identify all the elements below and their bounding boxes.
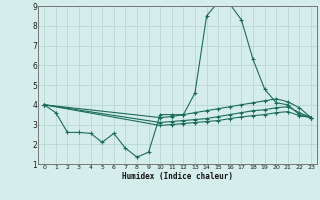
X-axis label: Humidex (Indice chaleur): Humidex (Indice chaleur) bbox=[122, 172, 233, 181]
